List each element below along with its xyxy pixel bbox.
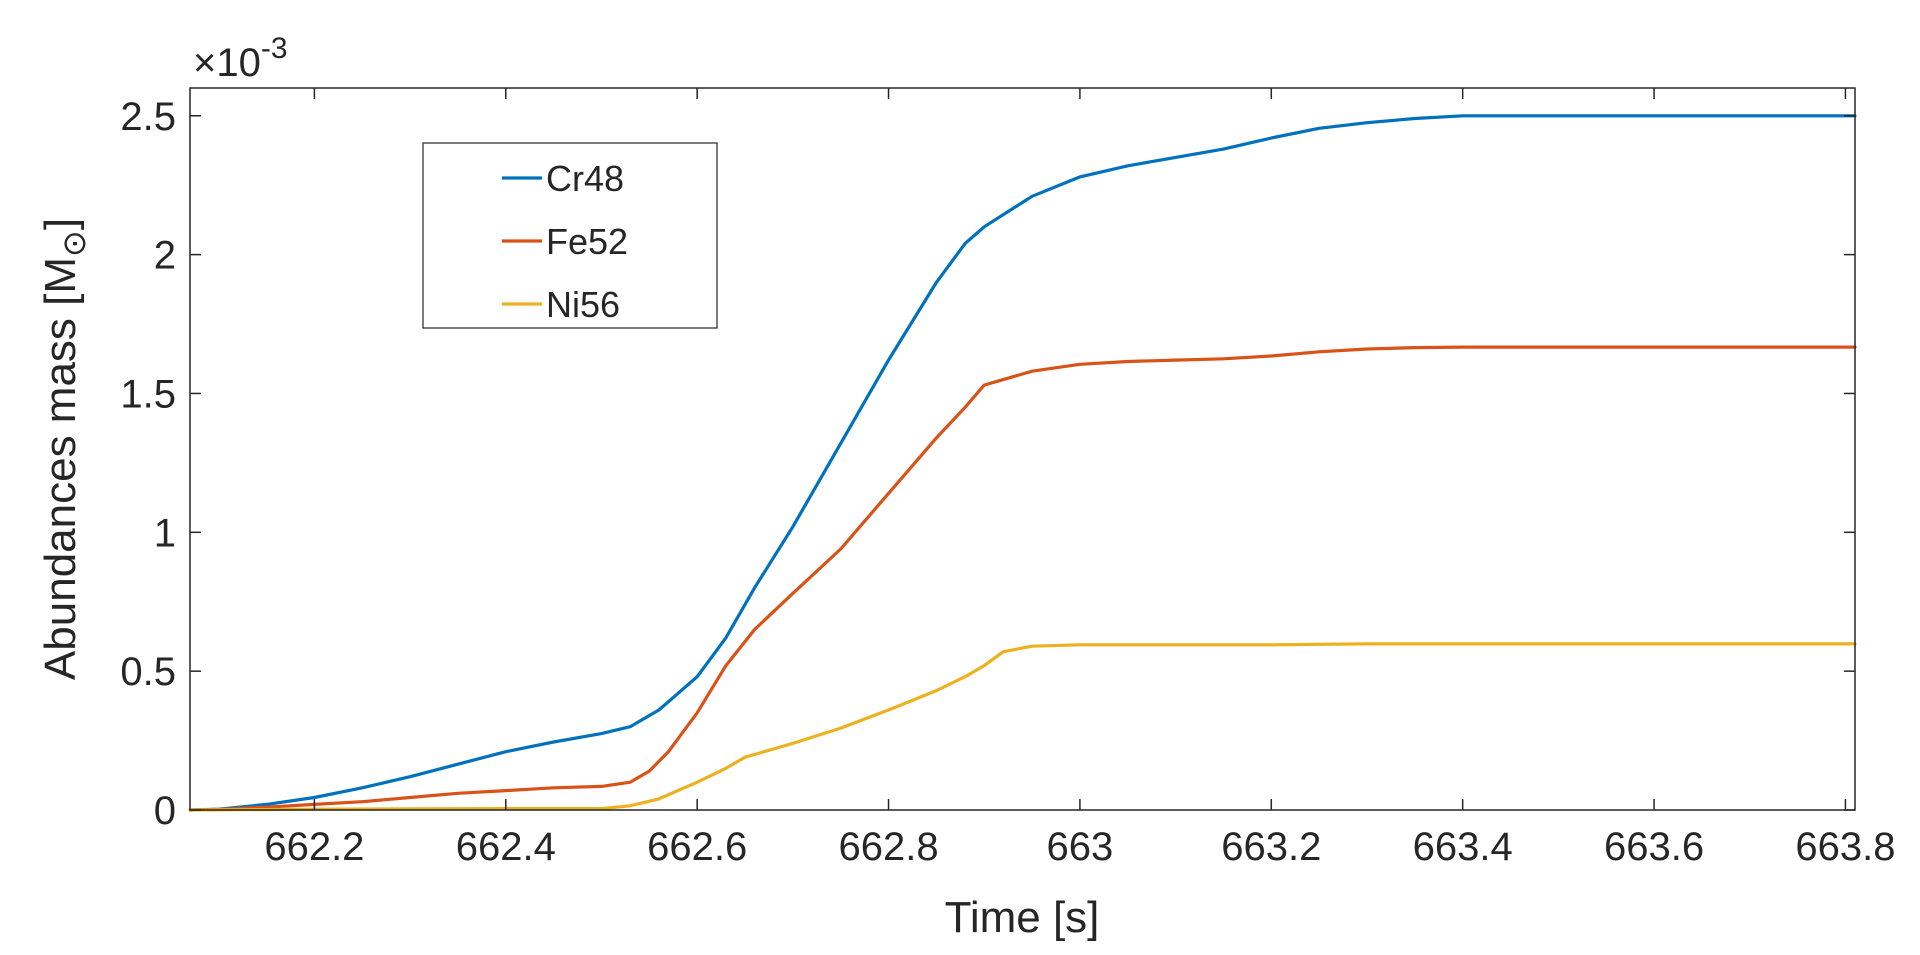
y-axis-title-subscript: ⊙ — [56, 230, 92, 257]
x-axis-title: Time [s] — [945, 893, 1100, 942]
y-axis: 0 0.5 1 1.5 2 2.5 — [120, 95, 1855, 833]
legend: Cr48 Fe52 Ni56 — [422, 142, 718, 329]
y-exponent-label: ×10-3 — [193, 32, 288, 85]
x-axis: 662.2 662.4 662.6 662.8 663 663.2 663.4 663.6 66… — [264, 88, 1895, 869]
x-tick-label: 662.6 — [647, 825, 747, 869]
y-exponent-power: -3 — [261, 32, 288, 65]
series-line-ni56 — [188, 642, 1857, 812]
y-axis-title-main: Abundances mass [M — [36, 257, 85, 680]
plot-area-border — [189, 87, 1856, 811]
y-axis-title: Abundances mass [M⊙] — [36, 218, 92, 680]
y-axis-title-close: ] — [36, 218, 85, 230]
x-tick-label: 663.4 — [1413, 825, 1513, 869]
y-tick-label: 0.5 — [120, 650, 176, 694]
x-tick-label: 663.8 — [1795, 825, 1895, 869]
legend-label-ni56: Ni56 — [546, 284, 620, 325]
x-tick-label: 663 — [1047, 825, 1114, 869]
x-tick-label: 663.2 — [1221, 825, 1321, 869]
x-tick-label: 663.6 — [1604, 825, 1704, 869]
y-tick-label: 1 — [154, 511, 176, 555]
series-line-fe52 — [188, 345, 1857, 812]
x-tick-label: 662.2 — [264, 825, 364, 869]
legend-label-fe52: Fe52 — [546, 221, 628, 262]
y-tick-label: 2 — [154, 234, 176, 278]
legend-box — [422, 142, 718, 329]
series-line-cr48 — [188, 114, 1857, 812]
y-tick-label: 2.5 — [120, 95, 176, 139]
y-tick-label: 1.5 — [120, 372, 176, 416]
x-tick-label: 662.4 — [456, 825, 556, 869]
y-exponent-prefix: ×10 — [193, 41, 261, 85]
series-layer — [188, 114, 1857, 812]
y-tick-label: 0 — [154, 789, 176, 833]
legend-label-cr48: Cr48 — [546, 158, 624, 199]
x-tick-label: 662.8 — [838, 825, 938, 869]
